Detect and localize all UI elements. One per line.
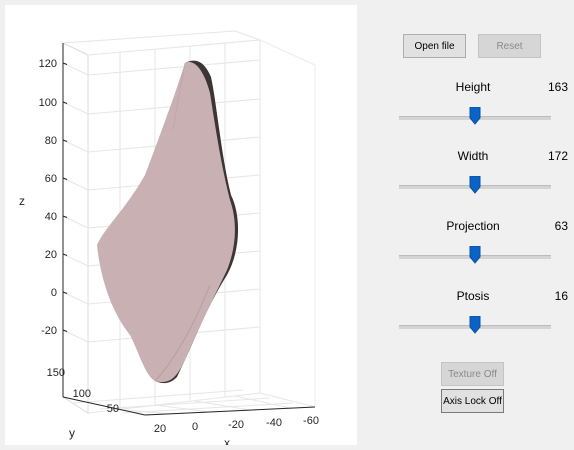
plot-panel[interactable]: 120 100 80 60 40 20 0 -20 150 100 50 20 0 -20 -40 -60… [5,5,357,445]
reset-button[interactable]: Reset [478,34,541,58]
x-tick-label: -20 [228,419,244,431]
x-axis-ticks: 20 0 -20 -40 -60 [154,415,319,435]
slider-width[interactable] [399,176,551,196]
slider-label-ptosis: Ptosis [456,289,490,303]
y-tick-label: 150 [47,367,65,379]
slider-value-projection: 63 [554,219,568,233]
y-tick-label: 50 [107,403,119,415]
y-axis-ticks: 150 100 50 [47,367,119,415]
z-axis-ticks: 120 100 80 60 40 20 0 -20 [39,58,68,337]
z-tick-label: 80 [45,135,57,147]
z-tick-mark [62,253,68,256]
slider-label-width: Width [457,149,489,163]
3d-axes[interactable]: 120 100 80 60 40 20 0 -20 150 100 50 20 0 -20 -40 -60… [5,5,357,445]
x-tick-label: 0 [192,421,198,433]
slider-ptosis[interactable] [399,316,551,336]
z-tick-mark [62,139,68,142]
z-tick-label: 60 [45,173,57,185]
slider-height[interactable] [399,107,551,127]
slider-label-projection: Projection [446,219,500,233]
x-tick-label: -40 [266,417,282,429]
x-tick-label: 20 [154,423,166,435]
slider-label-height: Height [455,80,491,94]
z-tick-mark [62,291,68,294]
z-tick-label: 40 [45,211,57,223]
axis-lock-off-button[interactable]: Axis Lock Off [441,389,504,413]
z-tick-mark [62,177,68,180]
slider-value-ptosis: 16 [554,289,568,303]
z-tick-label: 0 [51,287,57,299]
slider-value-height: 163 [547,80,568,94]
y-tick-label: 100 [73,388,91,400]
z-tick-mark [62,215,68,218]
z-tick-mark [62,329,68,332]
z-tick-mark [62,101,68,104]
z-tick-label: 120 [39,58,57,70]
z-tick-label: 100 [39,97,57,109]
slider-value-width: 172 [547,149,568,163]
slider-projection[interactable] [399,246,551,266]
x-tick-label: -60 [303,415,319,427]
surface-mesh [97,60,239,384]
texture-off-button[interactable]: Texture Off [441,362,504,386]
x-axis-label: x [224,436,230,445]
z-tick-label: 20 [45,249,57,261]
open-file-button[interactable]: Open file [403,34,466,58]
z-tick-mark [62,62,68,65]
z-tick-label: -20 [41,325,57,337]
z-axis-label: z [19,194,25,208]
y-axis-label: y [69,426,75,440]
